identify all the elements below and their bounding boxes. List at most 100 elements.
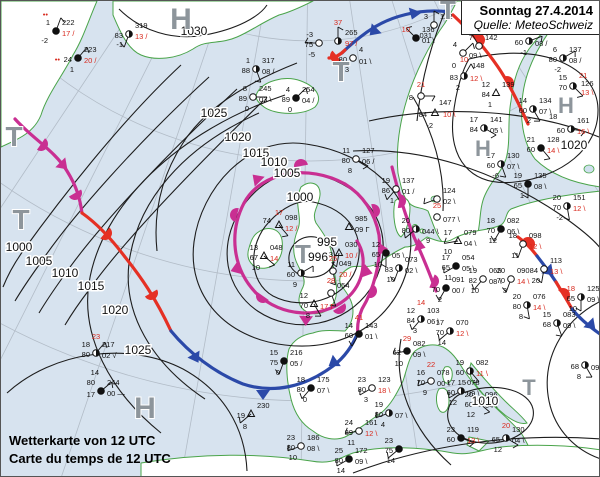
station-value: 18: [487, 216, 495, 225]
station-value: 119: [467, 425, 479, 434]
cloud-cover-half: [529, 37, 533, 45]
station-value: 60: [527, 145, 535, 154]
station-plot: 091 70 00 / 2: [432, 275, 466, 304]
station-value: 070: [456, 318, 469, 327]
isobar-line: [352, 150, 599, 248]
station-value: 80: [339, 55, 347, 64]
header-date: Sonntag 27.4.2014: [479, 3, 593, 18]
front-symbol-semi: [503, 76, 514, 90]
pressure-center-t: T: [332, 56, 349, 87]
isobar-line: [288, 236, 335, 278]
front-symbol-semi: [100, 227, 112, 240]
station-plot: 17 078 60 09 \ 12: [447, 378, 481, 407]
wx-shower-icon: [491, 87, 501, 96]
station-value: 84: [419, 110, 427, 119]
station-value: 70: [553, 203, 561, 212]
wind-barb-tick: [522, 194, 529, 199]
wind-barb-tick: [499, 175, 506, 178]
station-value: 122: [440, 12, 453, 21]
station-plot: 68 09 \ 8: [571, 361, 599, 381]
station-value: 151: [573, 193, 586, 202]
station-value: 073: [405, 255, 418, 264]
wind-barb-tick: [580, 131, 586, 137]
station-value: 82: [469, 276, 477, 285]
station-value: 17: [87, 390, 95, 399]
cloud-cover-icon: [74, 54, 82, 62]
station-value: 18: [549, 112, 557, 121]
station-value: 11: [511, 251, 519, 260]
cloud-cover-half: [557, 319, 561, 327]
cloud-cover-icon: [433, 213, 441, 221]
station-plot: 15 216 75 05 / 0: [270, 348, 304, 377]
cloud-cover-half: [567, 202, 571, 210]
station-value: 103: [427, 306, 440, 315]
station-value: 23: [447, 425, 455, 434]
isobar-line: [2, 64, 182, 288]
station-value: 1: [46, 18, 50, 27]
station-value: 217: [102, 340, 115, 349]
station-value: 86: [382, 186, 390, 195]
station-value: 10: [374, 260, 382, 269]
wind-barb-tick: [304, 37, 309, 44]
station-plot: 18 175 80 07 \ 0: [297, 375, 331, 404]
station-value: 00 /: [452, 286, 465, 295]
station-value: 83: [385, 265, 393, 274]
station-plot: 3 122 031: [419, 10, 453, 40]
station-value: 076: [533, 292, 546, 301]
station-value: 054: [337, 281, 350, 290]
wind-barb-tick: [390, 276, 395, 282]
front-line-warm: [80, 211, 173, 333]
station-value: 049: [339, 259, 352, 268]
station-plot: 12 139 841: [482, 80, 515, 109]
station-value: 09 \: [355, 457, 368, 466]
station-value: 02 \: [443, 197, 456, 206]
footer-line-de: Wetterkarte von 12 UTC: [9, 433, 156, 448]
isobar-line: [38, 88, 238, 314]
station-value: -2: [426, 121, 433, 130]
station-plot: 23 186 80 08 \ 10: [287, 433, 321, 462]
wind-barb-tick: [490, 235, 495, 242]
station-plot: 11 127 80 06 / 8: [342, 146, 376, 175]
wind-barb-tick: [268, 264, 275, 268]
station-value: 8: [243, 422, 247, 431]
station-value: 04 \: [512, 436, 525, 445]
wx-shower-icon: [453, 235, 463, 244]
wind-barb-tick: [472, 42, 475, 50]
station-value: 985: [355, 214, 368, 223]
station-value: 134: [539, 96, 552, 105]
cloud-cover-half: [527, 301, 531, 309]
station-value: 19: [514, 171, 522, 180]
station-plot: 985 09 Γ: [344, 214, 370, 234]
station-value: 07 \: [317, 386, 330, 395]
station-value: 75: [385, 446, 393, 455]
cloud-cover-half: [479, 399, 483, 407]
station-value: 14: [417, 298, 425, 307]
station-value: 18 \: [378, 386, 391, 395]
station-value: 25: [433, 201, 441, 210]
isobar-label: 1000: [6, 240, 33, 254]
station-value: 14: [345, 321, 353, 330]
station-value: 2: [438, 295, 442, 304]
front-symbol-semi: [36, 138, 48, 151]
station-value: 21: [417, 80, 425, 89]
station-plot: 15 083 68 09 \: [543, 310, 576, 337]
station-plot: 18 125 65 09 \ 10: [567, 284, 599, 313]
station-value: 3: [424, 12, 428, 21]
station-plot: 113 84 13 \ 20: [530, 256, 564, 285]
wind-barb-tick: [331, 262, 337, 268]
station-value: 223: [84, 45, 97, 54]
cloud-cover-icon: [459, 49, 467, 57]
station-value: 22: [427, 360, 435, 369]
station-value: 15: [270, 348, 278, 357]
station-value: 2: [456, 83, 460, 92]
station-value: 23: [358, 375, 366, 384]
station-value: 254: [302, 85, 315, 94]
cloud-cover-icon: [307, 384, 315, 392]
station-value: 18: [82, 340, 90, 349]
cloud-cover-icon: [475, 42, 483, 50]
isobar-line: [451, 52, 599, 184]
isobar-label: 995: [317, 235, 337, 249]
station-plot: 17 070 70 12 \ 14: [436, 318, 470, 347]
